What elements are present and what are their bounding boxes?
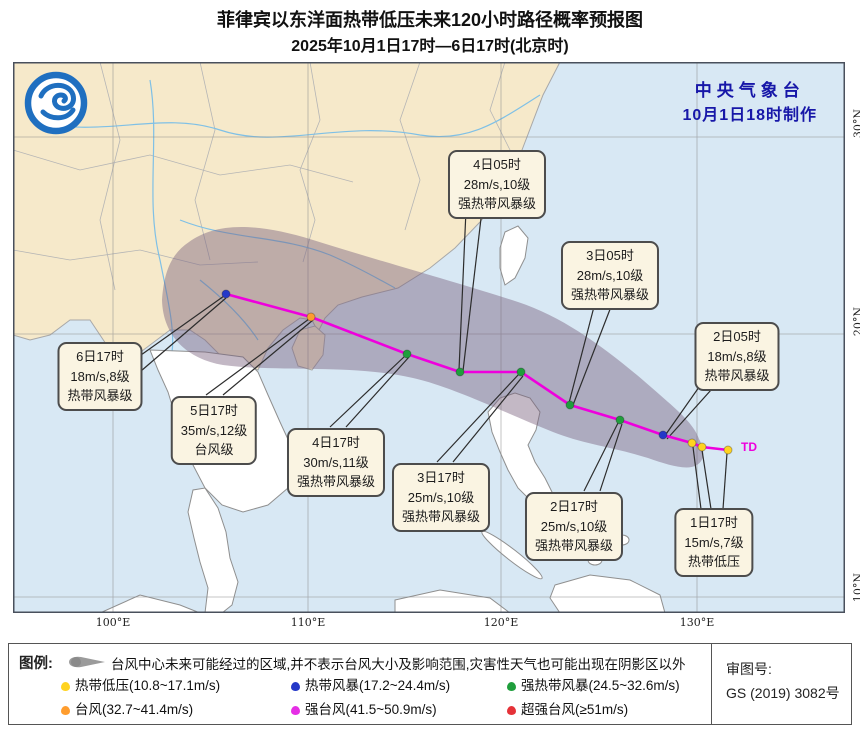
track-dot-sts	[565, 400, 575, 410]
lon-label: 110°E	[290, 616, 326, 629]
malay-peninsula	[187, 487, 239, 613]
track-dot-sts	[516, 367, 526, 377]
cone-icon	[69, 656, 105, 668]
borneo-tip	[394, 589, 511, 613]
td-label: TD	[741, 440, 757, 454]
forecast-label-3日05时: 3日05时 28m/s,10级 强热带风暴级	[560, 241, 660, 310]
track-dot-ts	[221, 289, 231, 299]
track-dot-ty	[306, 312, 316, 322]
legend-dot-ts	[291, 682, 300, 691]
agency-issue-time: 10月1日18时制作	[682, 107, 817, 124]
page-title: 菲律宾以东洋面热带低压未来120小时路径概率预报图	[216, 10, 644, 30]
cma-logo-icon	[24, 71, 88, 135]
label-leader-lines	[140, 209, 728, 510]
track-dot-td	[687, 438, 697, 448]
lon-label: 120°E	[483, 616, 519, 629]
legend-dot-td	[61, 682, 70, 691]
legend-dot-sts	[507, 682, 516, 691]
forecast-label-4日17时: 4日17时 30m/s,11级 强热带风暴级	[286, 428, 386, 497]
forecast-label-5日17时: 5日17时 35m/s,12级 台风级	[170, 396, 258, 465]
forecast-label-1日17时: 1日17时 15m/s,7级 热带低压	[674, 508, 754, 577]
license-label: 审图号:	[726, 661, 772, 677]
agency-name: 中央气象台	[694, 81, 805, 100]
track-dot-td	[697, 442, 707, 452]
legend-item: 强热带风暴(24.5~32.6m/s)	[507, 674, 680, 694]
legend-item: 热带风暴(17.2~24.4m/s)	[291, 674, 450, 694]
track-points	[221, 289, 733, 455]
forecast-label-4日05时: 4日05时 28m/s,10级 强热带风暴级	[447, 150, 547, 219]
forecast-label-3日17时: 3日17时 25m/s,10级 强热带风暴级	[391, 463, 491, 532]
forecast-map: TD 中央气象台 10月1日18时制作 1日17时 15m/s,7级 热带低压 2日0…	[13, 62, 845, 613]
map-border	[13, 62, 845, 613]
mainland-china-landmass	[13, 62, 561, 371]
taiwan-island	[499, 225, 529, 286]
legend-item: 强台风(41.5~50.9m/s)	[291, 698, 437, 718]
hainan-island	[291, 325, 326, 371]
agency-credit: 中央气象台 10月1日18时制作	[683, 76, 818, 125]
lat-label: 10°N	[851, 572, 860, 603]
mindanao-island	[549, 574, 666, 613]
forecast-label-2日17时: 2日17时 25m/s,10级 强热带风暴级	[524, 492, 624, 561]
province-boundaries	[13, 62, 516, 291]
legend-dot-sty	[291, 706, 300, 715]
sumatra-tip	[99, 594, 201, 613]
track-dot-td	[723, 445, 733, 455]
legend-dot-superty	[507, 706, 516, 715]
lon-label: 100°E	[95, 616, 131, 629]
legend-item: 超强台风(≥51m/s)	[507, 698, 628, 718]
map-license-box: 审图号: GS (2019) 3082号	[711, 644, 851, 724]
palawan-island	[481, 530, 543, 580]
page-subtitle: 2025年10月1日17时—6日17时(北京时)	[291, 38, 569, 55]
forecast-label-2日05时: 2日05时 18m/s,8级 热带风暴级	[694, 322, 780, 391]
track-dot-sts	[402, 349, 412, 359]
lat-label: 20°N	[851, 306, 860, 337]
legend-dot-ty	[61, 706, 70, 715]
legend-item: 台风(32.7~41.4m/s)	[61, 698, 193, 718]
license-number: GS (2019) 3082号	[726, 684, 840, 701]
forecast-label-6日17时: 6日17时 18m/s,8级 热带风暴级	[57, 342, 143, 411]
legend-item: 热带低压(10.8~17.1m/s)	[61, 674, 220, 694]
lat-label: 30°N	[851, 108, 860, 139]
legend-title: 图例:	[19, 656, 53, 672]
track-dot-sts	[455, 367, 465, 377]
legend-cone-note: 台风中心未来可能经过的区域,并不表示台风大小及影响范围,灾害性天气也可能出现在阴…	[111, 657, 686, 672]
track-dot-sts	[615, 415, 625, 425]
track-dot-ts	[658, 430, 668, 440]
legend-panel: 图例: 台风中心未来可能经过的区域,并不表示台风大小及影响范围,灾害性天气也可能…	[8, 643, 852, 725]
lon-label: 130°E	[679, 616, 715, 629]
